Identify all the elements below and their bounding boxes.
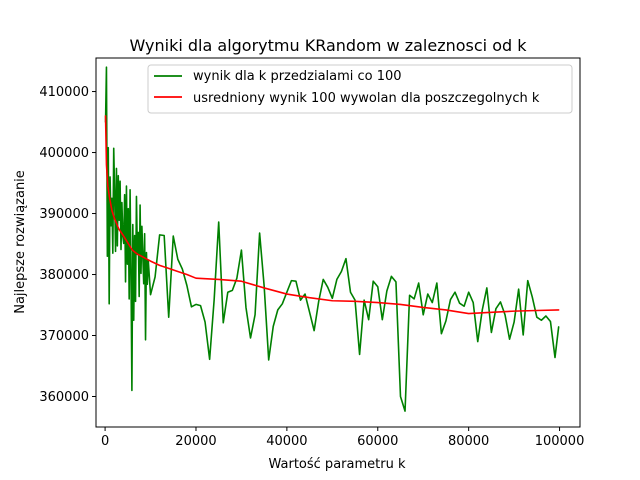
legend-label-series-1: wynik dla k przedzialami co 100 — [193, 69, 402, 84]
y-axis: 360000 370000 380000 390000 400000 410000 — [39, 85, 96, 405]
x-axis: 0 20000 40000 60000 80000 100000 — [101, 427, 584, 449]
legend-label-series-2: usredniony wynik 100 wywolan dla poszcze… — [193, 91, 540, 106]
x-axis-label: Wartość parametru k — [269, 457, 406, 472]
y-tick-label-2: 370000 — [39, 329, 89, 344]
chart-title: Wyniki dla algorytmu KRandom w zaleznosc… — [130, 36, 528, 55]
x-tick-label-3: 40000 — [266, 434, 307, 449]
y-axis-label: Najlepsze rozwiązanie — [13, 170, 28, 314]
x-tick-label-1: 0 — [101, 434, 109, 449]
legend: wynik dla k przedzialami co 100 usrednio… — [147, 64, 573, 114]
x-tick-label-4: 60000 — [357, 434, 398, 449]
series-layer — [104, 66, 560, 412]
plot-area — [95, 57, 581, 428]
legend-box — [147, 64, 573, 114]
y-tick-label-4: 390000 — [39, 207, 89, 222]
x-tick-label-5: 80000 — [448, 434, 489, 449]
y-tick-label-6: 410000 — [39, 85, 89, 100]
y-tick-label-3: 380000 — [39, 268, 89, 283]
y-tick-label-1: 360000 — [39, 390, 89, 405]
plot-frame — [95, 57, 581, 428]
x-tick-label-6: 100000 — [535, 434, 585, 449]
series-line-2 — [104, 115, 560, 315]
plot-background — [96, 58, 580, 427]
series-line-1 — [104, 66, 560, 412]
x-tick-label-2: 20000 — [175, 434, 216, 449]
y-tick-label-5: 400000 — [39, 146, 89, 161]
